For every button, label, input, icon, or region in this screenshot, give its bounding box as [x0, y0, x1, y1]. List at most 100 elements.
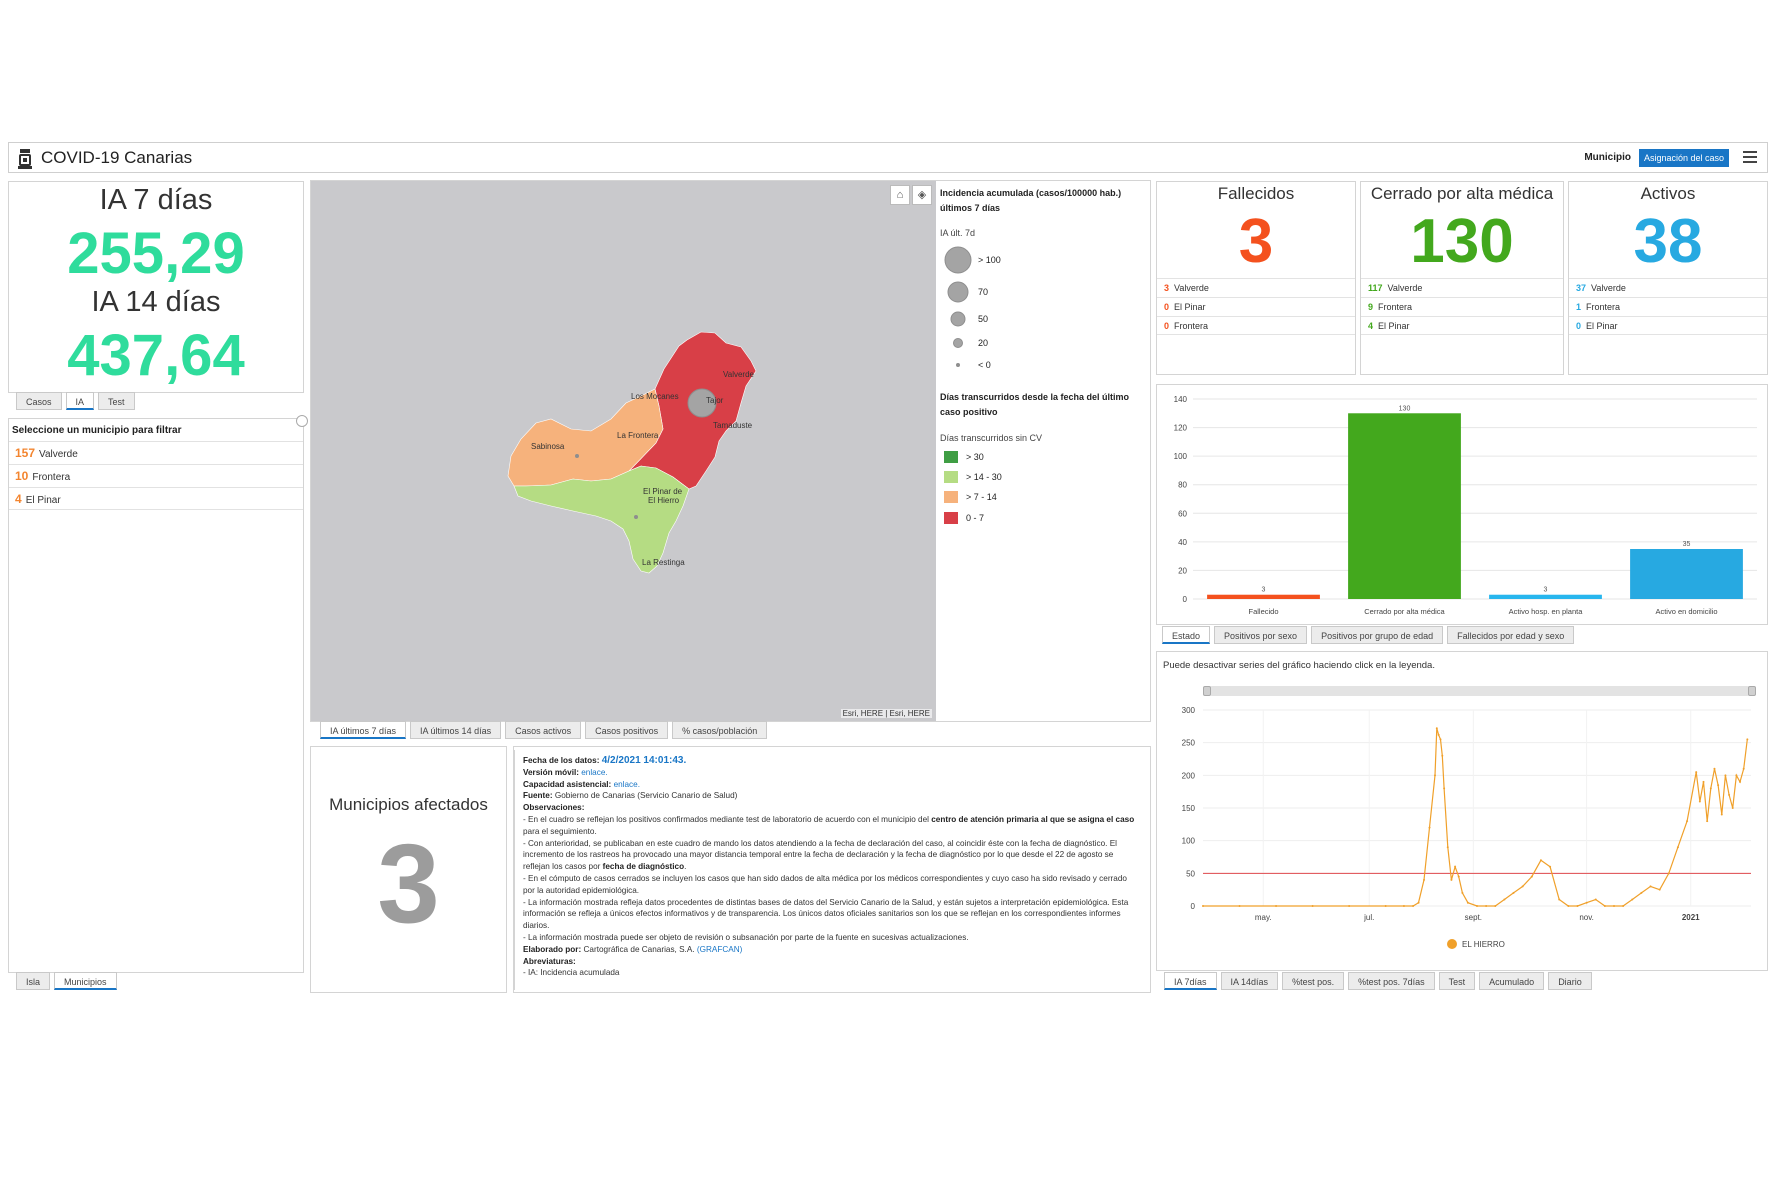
legend-title-2: Días transcurridos desde la fecha del úl… — [940, 392, 1130, 417]
tab-porcentaje-poblacion[interactable]: % casos/población — [672, 721, 768, 739]
data-point — [1503, 898, 1506, 901]
ia-circle-valverde[interactable] — [687, 388, 717, 418]
tab-ia-7dias[interactable]: IA 7días — [1164, 972, 1217, 990]
legend-subtitle-2: Días transcurridos sin CV — [940, 433, 1043, 443]
y-tick-label: 100 — [1182, 837, 1196, 846]
list-item[interactable]: 10 Frontera — [9, 464, 303, 487]
data-point — [1667, 872, 1670, 875]
layers-icon[interactable]: ◈ — [912, 185, 932, 205]
data-point — [1622, 905, 1625, 907]
info-panel — [513, 746, 1151, 993]
ia-circle-el-pinar[interactable] — [634, 515, 638, 519]
card-row-count: 9 — [1368, 302, 1374, 312]
ia14-label: IA 14 días — [91, 286, 221, 318]
version-link[interactable]: enlace. — [581, 767, 608, 777]
legend-item: 50 — [978, 314, 989, 324]
el-hierro-map[interactable]: Valverde Los Mocanes Tajor Tamaduste La … — [311, 181, 936, 721]
data-point — [1446, 846, 1449, 849]
card-fallecidos: Fallecidos 3 3 Valverde 0 El Pinar 0 Fronte… — [1156, 181, 1356, 375]
capacidad-label: Capacidad asistencial: — [523, 779, 612, 789]
range-handle-left[interactable] — [1203, 686, 1211, 696]
bar-value-label: 3 — [1544, 587, 1548, 594]
legend-item: > 7 - 14 — [966, 492, 997, 502]
ia14-value: 437,64 — [67, 323, 245, 388]
tab-estado[interactable]: Estado — [1162, 626, 1211, 644]
data-point — [1443, 787, 1446, 790]
tab-test[interactable]: Test — [98, 392, 135, 410]
hamburger-menu-icon[interactable] — [1743, 151, 1757, 163]
card-row: 9 Frontera — [1361, 297, 1563, 316]
expand-icon[interactable] — [296, 415, 308, 427]
map-label: El Hierro — [648, 496, 680, 505]
data-point — [1603, 905, 1606, 907]
data-point — [1485, 905, 1488, 907]
ia-panel-tabs: Casos IA Test — [16, 392, 135, 410]
card-activos: Activos 38 37 Valverde 1 Frontera 0 El Pina… — [1568, 181, 1768, 375]
capacidad-link[interactable]: enlace. — [613, 779, 640, 789]
tab-casos-positivos[interactable]: Casos positivos — [585, 721, 669, 739]
tab-diario[interactable]: Diario — [1548, 972, 1592, 990]
tab-test-pos[interactable]: %test pos. — [1282, 972, 1345, 990]
list-item-count: 157 — [15, 446, 36, 460]
tab-test-pos-7dias[interactable]: %test pos. 7días — [1348, 972, 1435, 990]
tab-ia[interactable]: IA — [65, 392, 95, 410]
list-item-name: Valverde — [39, 449, 78, 460]
municipio-label: Municipio — [1584, 152, 1631, 163]
ia7-line-chart[interactable]: 0 50 100 150 200 250 300 may. jul. sept. nov. 2021 E… — [1157, 692, 1768, 971]
map-label: Valverde — [723, 370, 755, 379]
list-item[interactable]: 157 Valverde — [9, 441, 303, 464]
bar — [1489, 594, 1602, 599]
tab-positivos-sexo[interactable]: Positivos por sexo — [1214, 626, 1308, 644]
range-slider[interactable] — [1203, 686, 1756, 696]
elaborado-value: Cartográfica de Canarias, S.A. — [583, 944, 695, 954]
data-point — [1702, 780, 1705, 783]
coat-of-arms-icon — [18, 149, 32, 169]
asignacion-caso-button[interactable]: Asignación del caso — [1638, 149, 1729, 167]
bar-value-label: 35 — [1683, 541, 1691, 548]
card-row-name: El Pinar — [1586, 321, 1618, 331]
legend-swatch — [944, 451, 958, 463]
map-view[interactable]: Valverde Los Mocanes Tajor Tamaduste La … — [311, 181, 936, 721]
region-el-pinar — [513, 465, 690, 574]
tab-casos-activos[interactable]: Casos activos — [505, 721, 582, 739]
observaciones-label: Observaciones: — [523, 803, 585, 813]
map-tabs: IA últimos 7 días IA últimos 14 días Cas… — [320, 721, 768, 739]
data-point — [1476, 905, 1478, 907]
tab-ia-7[interactable]: IA últimos 7 días — [320, 721, 407, 739]
card-row: 0 El Pinar — [1569, 316, 1767, 335]
list-item[interactable]: 4 El Pinar — [9, 487, 303, 510]
legend-label: EL HIERRO — [1462, 940, 1505, 949]
estado-bar-chart[interactable]: 0 20 40 60 80 100 120 140 3 Fallecido 130 Cerrado p… — [1157, 385, 1768, 625]
data-point — [1275, 905, 1278, 907]
x-tick-label: 2021 — [1682, 913, 1700, 922]
data-point — [1521, 885, 1524, 888]
data-point — [1698, 800, 1701, 803]
tab-fallecidos-edad-sexo[interactable]: Fallecidos por edad y sexo — [1447, 626, 1575, 644]
data-point — [1437, 733, 1440, 736]
data-point — [1348, 905, 1351, 907]
card-row-count: 4 — [1368, 321, 1374, 331]
tab-ia-14dias[interactable]: IA 14días — [1220, 972, 1279, 990]
home-icon[interactable]: ⌂ — [890, 185, 910, 205]
data-point — [1512, 891, 1515, 894]
x-tick-label: Cerrado por alta médica — [1364, 607, 1445, 616]
legend-item: > 14 - 30 — [966, 472, 1002, 482]
tab-municipios[interactable]: Municipios — [54, 972, 117, 990]
legend-item: 20 — [978, 338, 989, 348]
card-row-count: 0 — [1576, 321, 1582, 331]
tab-positivos-edad[interactable]: Positivos por grupo de edad — [1311, 626, 1444, 644]
tab-casos[interactable]: Casos — [16, 392, 62, 410]
tab-acumulado[interactable]: Acumulado — [1479, 972, 1545, 990]
range-handle-right[interactable] — [1748, 686, 1756, 696]
tab-isla[interactable]: Isla — [16, 972, 51, 990]
x-tick-label: Activo hosp. en planta — [1509, 607, 1584, 616]
app-title: COVID-19 Canarias — [41, 148, 193, 167]
card-value: 3 — [1238, 207, 1274, 276]
tab-ia-14[interactable]: IA últimos 14 días — [410, 721, 502, 739]
grafcan-link[interactable]: (GRAFCAN) — [696, 944, 743, 954]
ia-circle-frontera[interactable] — [575, 454, 579, 458]
tab-test[interactable]: Test — [1438, 972, 1476, 990]
list-item-count: 4 — [15, 492, 22, 506]
info-text: Fecha de los datos: 4/2/2021 14:01:43. V… — [514, 750, 1144, 990]
line-chart-panel: Puede desactivar series del gráfico haci… — [1156, 651, 1768, 971]
